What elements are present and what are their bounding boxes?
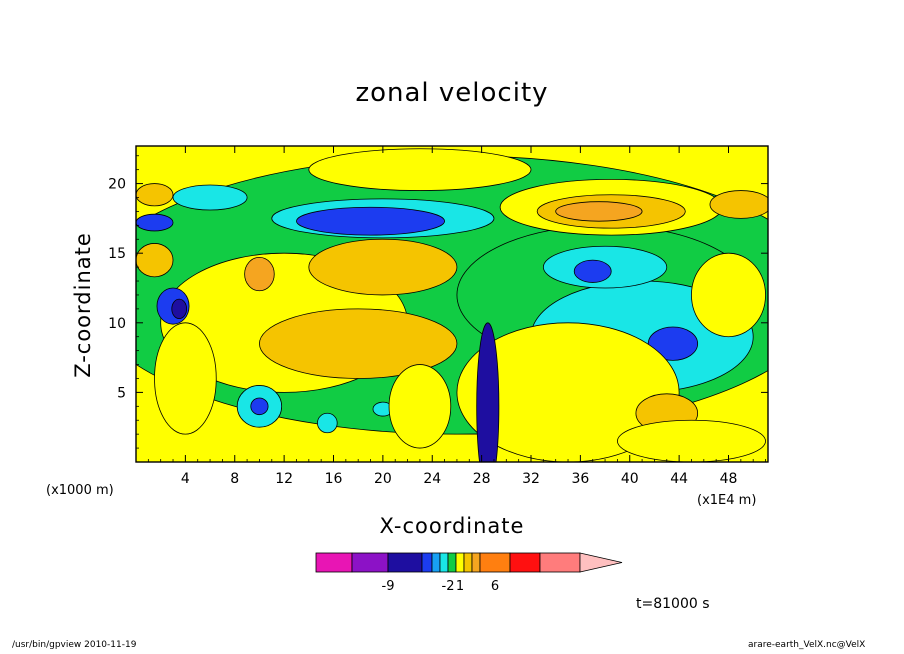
contour-region-27 bbox=[250, 397, 269, 416]
colorbar-segment bbox=[479, 552, 511, 573]
colorbar-segment bbox=[471, 552, 481, 573]
x-tick-label: 24 bbox=[423, 471, 441, 487]
time-annotation: t=81000 s bbox=[636, 596, 710, 612]
x-unit-label-secondary: (x1E4 m) bbox=[697, 493, 757, 508]
x-tick-label: 36 bbox=[571, 471, 589, 487]
contour-region-30 bbox=[388, 364, 452, 449]
x-tick-label: 44 bbox=[670, 471, 688, 487]
footer-source-file: arare-earth_VelX.nc@VelX bbox=[748, 640, 866, 650]
colorbar-segment bbox=[431, 552, 441, 573]
contour-region-31 bbox=[154, 322, 217, 435]
x-tick-label: 32 bbox=[522, 471, 540, 487]
y-axis-label: Z-coordinate bbox=[71, 232, 95, 378]
colorbar: -9 -2 1 6 bbox=[315, 552, 623, 594]
contour-region-23 bbox=[456, 322, 680, 462]
contour-region-25 bbox=[476, 322, 500, 462]
x-axis: 4 8 12 16 20 24 28 32 36 40 44 48 bbox=[147, 146, 766, 487]
colorbar-segment bbox=[509, 552, 541, 573]
x-tick-label: 28 bbox=[473, 471, 491, 487]
contour-region-13 bbox=[136, 183, 174, 207]
plot-area bbox=[136, 146, 768, 462]
contour-region-3 bbox=[308, 238, 458, 296]
contour-region-12 bbox=[136, 243, 174, 278]
footer-program-date: /usr/bin/gpview 2010-11-19 bbox=[12, 640, 137, 650]
chart-title: zonal velocity bbox=[355, 78, 549, 108]
colorbar-segment bbox=[447, 552, 457, 573]
x-tick-label: 40 bbox=[621, 471, 639, 487]
colorbar-segment bbox=[421, 552, 433, 573]
colorbar-label: -2 bbox=[442, 579, 455, 594]
y-tick-label: 10 bbox=[108, 316, 126, 332]
y-tick-label: 20 bbox=[108, 177, 126, 193]
colorbar-segment bbox=[463, 552, 473, 573]
colorbar-segment bbox=[439, 552, 449, 573]
contour-region-32 bbox=[691, 252, 766, 338]
colorbar-segment bbox=[387, 552, 423, 573]
contour-region-21 bbox=[555, 201, 643, 222]
contour-region-28 bbox=[317, 412, 338, 434]
y-tick-label: 5 bbox=[117, 385, 126, 401]
colorbar-segment bbox=[539, 552, 581, 573]
contour-region-10 bbox=[171, 298, 188, 320]
contour-region-4 bbox=[244, 256, 275, 292]
contour-region-16 bbox=[647, 326, 699, 361]
colorbar-segment bbox=[315, 552, 353, 573]
x-tick-label: 12 bbox=[275, 471, 293, 487]
y-tick-label: 15 bbox=[108, 246, 126, 262]
contour-region-22 bbox=[709, 190, 768, 219]
y-axis: 5 10 15 20 bbox=[108, 155, 768, 449]
colorbar-segment bbox=[351, 552, 389, 573]
contour-region-8 bbox=[172, 184, 248, 211]
x-tick-label: 8 bbox=[230, 471, 239, 487]
x-tick-label: 20 bbox=[374, 471, 392, 487]
colorbar-segment bbox=[455, 552, 465, 573]
contour-region-11 bbox=[136, 213, 174, 232]
colorbar-label: 6 bbox=[491, 579, 499, 594]
x-tick-label: 48 bbox=[720, 471, 738, 487]
x-tick-label: 4 bbox=[181, 471, 190, 487]
plot-frame bbox=[135, 145, 769, 463]
contour-region-2 bbox=[259, 308, 458, 379]
contour-region-7 bbox=[296, 206, 445, 236]
x-axis-label: X-coordinate bbox=[379, 514, 525, 538]
contour-region-18 bbox=[573, 259, 612, 283]
colorbar-arrow bbox=[579, 552, 623, 573]
x-tick-label: 16 bbox=[325, 471, 343, 487]
contour-region-5 bbox=[308, 148, 532, 191]
colorbar-label: 1 bbox=[456, 579, 464, 594]
contour-region-33 bbox=[617, 419, 766, 462]
colorbar-label: -9 bbox=[382, 579, 395, 594]
x-unit-label: (x1000 m) bbox=[46, 483, 114, 498]
